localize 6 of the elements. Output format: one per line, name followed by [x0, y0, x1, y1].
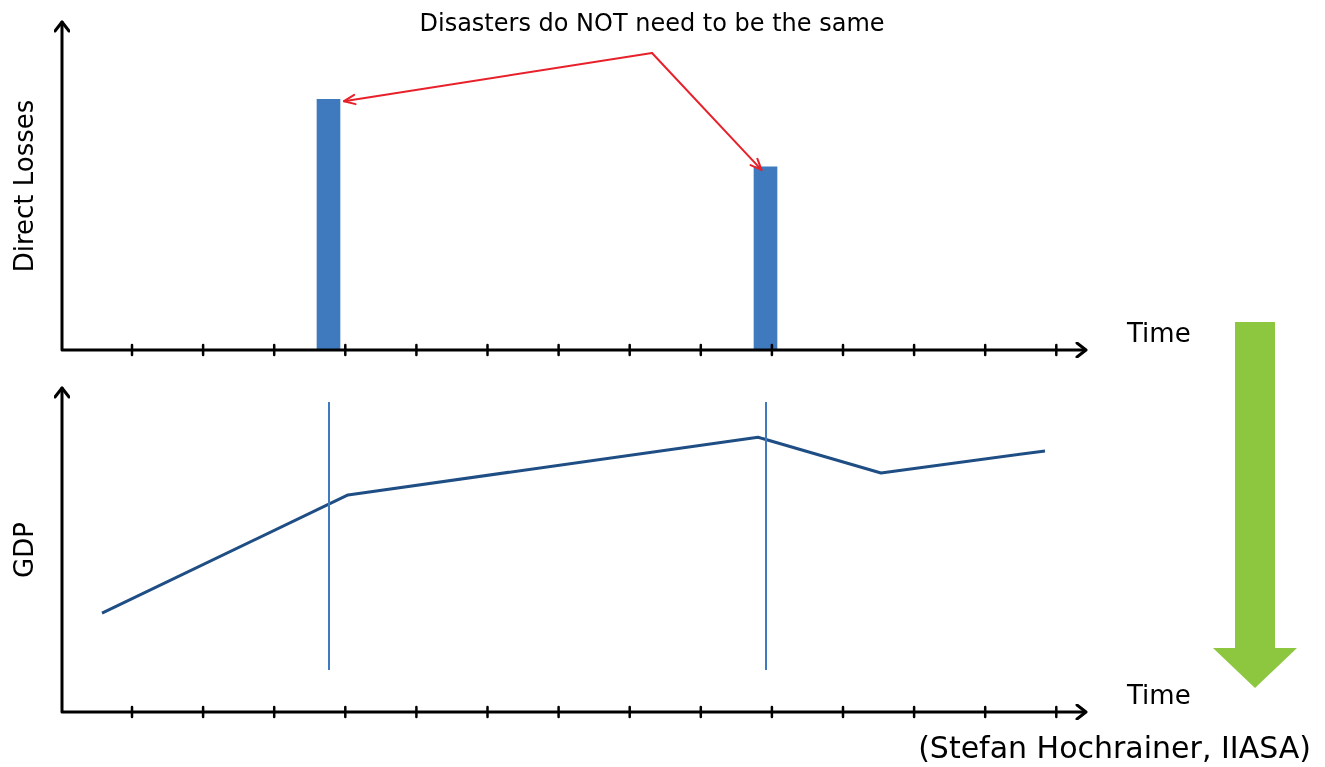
y-axis-title: GDP — [8, 522, 39, 578]
x-axis-title: Time — [1126, 679, 1191, 710]
y-axis-title: Direct Losses — [8, 99, 39, 273]
text: Disasters do NOT need to be the same — [419, 9, 885, 38]
text: (Stefan Hochrainer, IIASA) — [918, 729, 1311, 765]
x-axis-title: Time — [1126, 317, 1191, 348]
